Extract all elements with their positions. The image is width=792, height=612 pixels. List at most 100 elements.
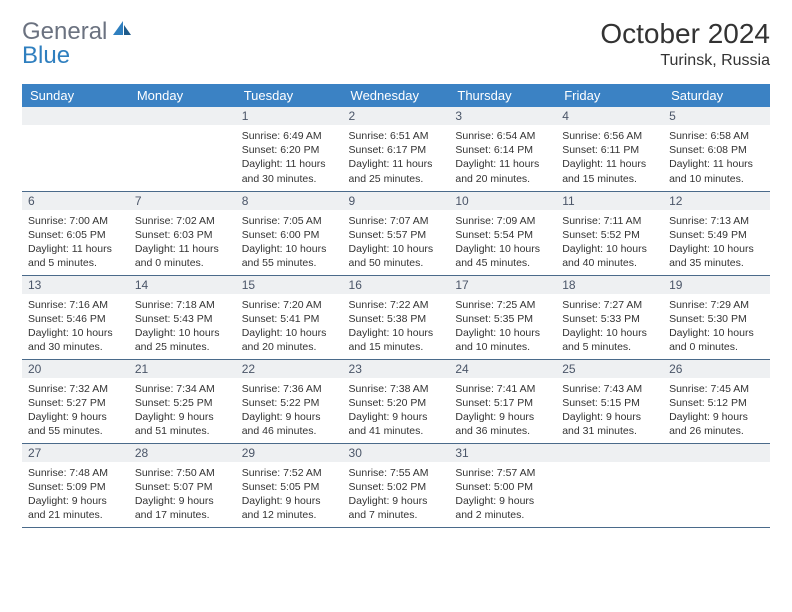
day-details: Sunrise: 6:49 AMSunset: 6:20 PMDaylight:… [236,125,343,190]
weekday-header-row: SundayMondayTuesdayWednesdayThursdayFrid… [22,84,770,107]
calendar-cell: 23Sunrise: 7:38 AMSunset: 5:20 PMDayligh… [343,359,450,443]
day-number: 5 [663,107,770,125]
day-details: Sunrise: 7:20 AMSunset: 5:41 PMDaylight:… [236,294,343,359]
day-details: Sunrise: 7:09 AMSunset: 5:54 PMDaylight:… [449,210,556,275]
day-number: 28 [129,444,236,462]
day-details: Sunrise: 7:43 AMSunset: 5:15 PMDaylight:… [556,378,663,443]
day-details: Sunrise: 7:13 AMSunset: 5:49 PMDaylight:… [663,210,770,275]
day-details: Sunrise: 7:02 AMSunset: 6:03 PMDaylight:… [129,210,236,275]
day-details: Sunrise: 7:00 AMSunset: 6:05 PMDaylight:… [22,210,129,275]
day-number: 10 [449,192,556,210]
day-details: Sunrise: 7:45 AMSunset: 5:12 PMDaylight:… [663,378,770,443]
calendar-cell: 7Sunrise: 7:02 AMSunset: 6:03 PMDaylight… [129,191,236,275]
calendar-week-row: 20Sunrise: 7:32 AMSunset: 5:27 PMDayligh… [22,359,770,443]
day-details: Sunrise: 7:57 AMSunset: 5:00 PMDaylight:… [449,462,556,527]
calendar-week-row: 27Sunrise: 7:48 AMSunset: 5:09 PMDayligh… [22,443,770,527]
day-details: Sunrise: 7:05 AMSunset: 6:00 PMDaylight:… [236,210,343,275]
day-details: Sunrise: 7:36 AMSunset: 5:22 PMDaylight:… [236,378,343,443]
day-details: Sunrise: 7:38 AMSunset: 5:20 PMDaylight:… [343,378,450,443]
calendar-cell [22,107,129,191]
day-number: 19 [663,276,770,294]
calendar-body: 1Sunrise: 6:49 AMSunset: 6:20 PMDaylight… [22,107,770,527]
day-number: 9 [343,192,450,210]
day-number: 17 [449,276,556,294]
day-number: 11 [556,192,663,210]
day-number: 12 [663,192,770,210]
day-details: Sunrise: 7:11 AMSunset: 5:52 PMDaylight:… [556,210,663,275]
day-number: 4 [556,107,663,125]
calendar-cell: 2Sunrise: 6:51 AMSunset: 6:17 PMDaylight… [343,107,450,191]
day-number: 31 [449,444,556,462]
day-number: 25 [556,360,663,378]
month-title: October 2024 [600,18,770,50]
calendar-week-row: 13Sunrise: 7:16 AMSunset: 5:46 PMDayligh… [22,275,770,359]
day-details: Sunrise: 7:29 AMSunset: 5:30 PMDaylight:… [663,294,770,359]
weekday-header: Tuesday [236,84,343,107]
day-number: 14 [129,276,236,294]
day-details: Sunrise: 7:52 AMSunset: 5:05 PMDaylight:… [236,462,343,527]
day-number-empty [663,444,770,462]
day-number: 1 [236,107,343,125]
day-details: Sunrise: 7:34 AMSunset: 5:25 PMDaylight:… [129,378,236,443]
calendar-cell: 27Sunrise: 7:48 AMSunset: 5:09 PMDayligh… [22,443,129,527]
calendar-week-row: 1Sunrise: 6:49 AMSunset: 6:20 PMDaylight… [22,107,770,191]
day-number: 16 [343,276,450,294]
calendar-cell: 12Sunrise: 7:13 AMSunset: 5:49 PMDayligh… [663,191,770,275]
day-number: 6 [22,192,129,210]
day-details: Sunrise: 7:41 AMSunset: 5:17 PMDaylight:… [449,378,556,443]
weekday-header: Wednesday [343,84,450,107]
calendar-cell: 4Sunrise: 6:56 AMSunset: 6:11 PMDaylight… [556,107,663,191]
day-number: 23 [343,360,450,378]
sail-icon [111,18,133,46]
calendar-cell [663,443,770,527]
day-number: 8 [236,192,343,210]
day-number: 13 [22,276,129,294]
calendar-cell: 1Sunrise: 6:49 AMSunset: 6:20 PMDaylight… [236,107,343,191]
day-details: Sunrise: 6:54 AMSunset: 6:14 PMDaylight:… [449,125,556,190]
weekday-header: Thursday [449,84,556,107]
calendar-cell: 26Sunrise: 7:45 AMSunset: 5:12 PMDayligh… [663,359,770,443]
day-details: Sunrise: 7:07 AMSunset: 5:57 PMDaylight:… [343,210,450,275]
calendar-cell: 13Sunrise: 7:16 AMSunset: 5:46 PMDayligh… [22,275,129,359]
calendar-cell: 20Sunrise: 7:32 AMSunset: 5:27 PMDayligh… [22,359,129,443]
calendar-cell [129,107,236,191]
day-number: 24 [449,360,556,378]
day-details: Sunrise: 7:55 AMSunset: 5:02 PMDaylight:… [343,462,450,527]
calendar-cell: 18Sunrise: 7:27 AMSunset: 5:33 PMDayligh… [556,275,663,359]
weekday-header: Monday [129,84,236,107]
day-details: Sunrise: 7:18 AMSunset: 5:43 PMDaylight:… [129,294,236,359]
calendar-cell: 24Sunrise: 7:41 AMSunset: 5:17 PMDayligh… [449,359,556,443]
weekday-header: Sunday [22,84,129,107]
day-details: Sunrise: 7:22 AMSunset: 5:38 PMDaylight:… [343,294,450,359]
calendar-cell: 25Sunrise: 7:43 AMSunset: 5:15 PMDayligh… [556,359,663,443]
calendar-cell: 19Sunrise: 7:29 AMSunset: 5:30 PMDayligh… [663,275,770,359]
calendar-cell: 11Sunrise: 7:11 AMSunset: 5:52 PMDayligh… [556,191,663,275]
page-header: General October 2024 Turinsk, Russia [22,18,770,70]
day-number: 18 [556,276,663,294]
day-details: Sunrise: 6:51 AMSunset: 6:17 PMDaylight:… [343,125,450,190]
calendar-week-row: 6Sunrise: 7:00 AMSunset: 6:05 PMDaylight… [22,191,770,275]
calendar-cell: 31Sunrise: 7:57 AMSunset: 5:00 PMDayligh… [449,443,556,527]
calendar-cell: 22Sunrise: 7:36 AMSunset: 5:22 PMDayligh… [236,359,343,443]
calendar-cell: 15Sunrise: 7:20 AMSunset: 5:41 PMDayligh… [236,275,343,359]
day-details: Sunrise: 7:27 AMSunset: 5:33 PMDaylight:… [556,294,663,359]
day-details: Sunrise: 6:56 AMSunset: 6:11 PMDaylight:… [556,125,663,190]
location-label: Turinsk, Russia [600,52,770,70]
day-number: 29 [236,444,343,462]
brand-part2-wrap: Blue [22,42,70,70]
day-details: Sunrise: 7:32 AMSunset: 5:27 PMDaylight:… [22,378,129,443]
calendar-cell: 9Sunrise: 7:07 AMSunset: 5:57 PMDaylight… [343,191,450,275]
calendar-cell: 10Sunrise: 7:09 AMSunset: 5:54 PMDayligh… [449,191,556,275]
day-number: 7 [129,192,236,210]
day-details: Sunrise: 7:16 AMSunset: 5:46 PMDaylight:… [22,294,129,359]
day-details: Sunrise: 7:48 AMSunset: 5:09 PMDaylight:… [22,462,129,527]
day-number: 30 [343,444,450,462]
calendar-cell [556,443,663,527]
weekday-header: Friday [556,84,663,107]
day-number-empty [129,107,236,125]
day-number: 27 [22,444,129,462]
day-number: 15 [236,276,343,294]
brand-part2: Blue [22,42,70,69]
day-details: Sunrise: 6:58 AMSunset: 6:08 PMDaylight:… [663,125,770,190]
calendar-cell: 28Sunrise: 7:50 AMSunset: 5:07 PMDayligh… [129,443,236,527]
